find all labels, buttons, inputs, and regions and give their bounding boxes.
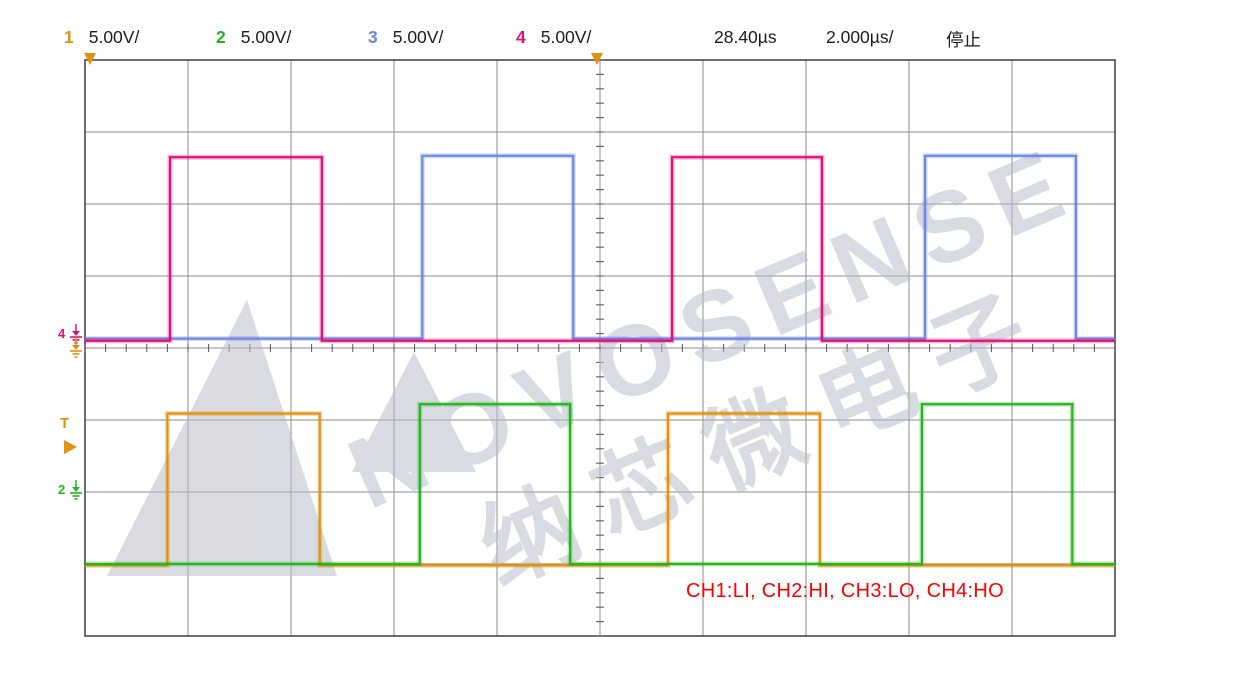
watermark-logo-triangle [107,300,337,576]
ch4-number: 4 [516,27,526,47]
ch2-volts-per-div: 5.00V/ [240,27,292,47]
ground-marker-ch [70,338,82,358]
channel-legend-annotation: CH1:LI, CH2:HI, CH3:LO, CH4:HO [686,580,1004,602]
svg-text:2: 2 [58,482,65,497]
watermark-logo-triangle-2 [352,352,476,472]
trigger-level-marker [64,440,77,454]
ch3-number: 3 [368,27,378,47]
ch4-volts-per-div: 5.00V/ [540,27,592,47]
ch2-scale-readout: 2 5.00V/ [216,27,291,48]
delay-readout: 28.40µs [714,27,777,47]
waveform-ch4 [85,156,1115,342]
center-axis-ticks [84,59,1116,637]
trigger-source-label: T [60,415,69,432]
timebase-readout: 2.000µs/ [826,27,894,47]
ch2-number: 2 [216,27,226,47]
ground-marker-ch4: 4 [58,324,82,344]
trigger-time-marker [591,53,603,65]
waveform-ch2 [85,403,1115,566]
time-ref-marker [84,53,96,65]
waveform-ch3 [85,154,1115,340]
ch1-volts-per-div: 5.00V/ [88,27,140,47]
ch3-volts-per-div: 5.00V/ [392,27,444,47]
ch1-number: 1 [64,27,74,47]
svg-text:4: 4 [58,326,66,341]
status-bar: 1 5.00V/ 2 5.00V/ 3 5.00V/ 4 5.00V/ 28.40µs … [0,27,1237,50]
waveform-ch1 [85,412,1115,567]
ground-marker-ch2: 2 [58,480,82,500]
ch1-scale-readout: 1 5.00V/ [64,27,139,48]
ch4-scale-readout: 4 5.00V/ [516,27,591,48]
run-state-badge: 停止 [946,30,981,50]
ch3-scale-readout: 3 5.00V/ [368,27,443,48]
